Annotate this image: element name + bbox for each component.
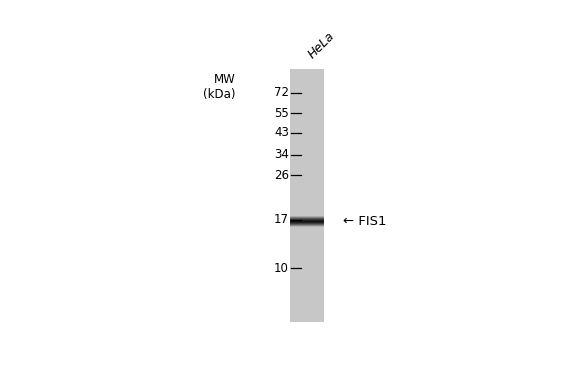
Text: 55: 55	[274, 107, 289, 120]
Text: 10: 10	[274, 262, 289, 274]
Text: 34: 34	[274, 148, 289, 161]
Bar	[290, 69, 324, 322]
Text: 26: 26	[274, 169, 289, 182]
Text: 72: 72	[274, 86, 289, 99]
Text: HeLa: HeLa	[306, 30, 338, 61]
Text: MW
(kDa): MW (kDa)	[203, 73, 235, 101]
Text: 17: 17	[274, 214, 289, 226]
Text: ← FIS1: ← FIS1	[343, 215, 387, 228]
Text: 43: 43	[274, 126, 289, 139]
